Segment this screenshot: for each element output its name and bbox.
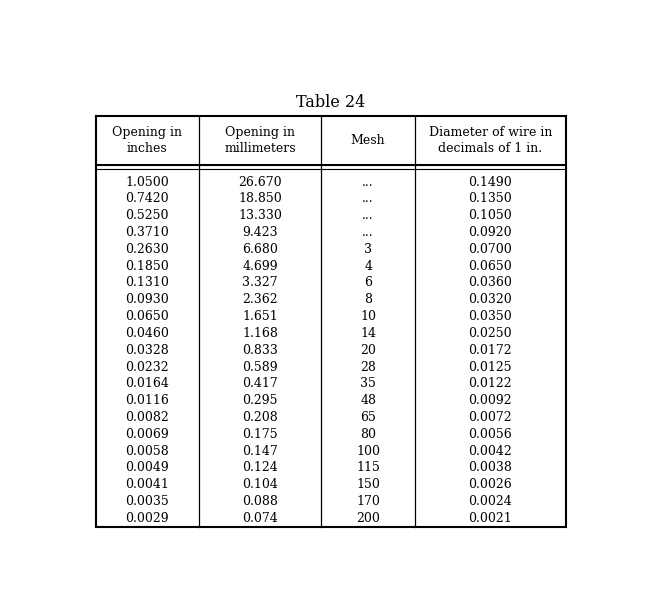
Text: 0.074: 0.074 [243, 512, 278, 525]
Text: 0.124: 0.124 [243, 462, 278, 474]
Text: 0.0056: 0.0056 [468, 428, 512, 441]
Text: 0.0024: 0.0024 [468, 495, 512, 508]
Text: Diameter of wire in
decimals of 1 in.: Diameter of wire in decimals of 1 in. [429, 126, 552, 155]
Text: 0.0072: 0.0072 [468, 411, 512, 424]
Text: Table 24: Table 24 [296, 94, 365, 111]
Text: 0.147: 0.147 [243, 445, 278, 457]
Text: 3: 3 [364, 243, 372, 256]
Text: 35: 35 [360, 378, 376, 390]
Text: 8: 8 [364, 293, 372, 306]
Text: 0.0360: 0.0360 [468, 276, 512, 289]
Text: Mesh: Mesh [351, 134, 386, 147]
Text: 0.0058: 0.0058 [125, 445, 169, 457]
Text: 0.0320: 0.0320 [468, 293, 512, 306]
Text: 14: 14 [360, 327, 376, 340]
Text: 80: 80 [360, 428, 376, 441]
Text: 0.088: 0.088 [242, 495, 278, 508]
Text: 0.0125: 0.0125 [468, 361, 512, 373]
Text: 0.2630: 0.2630 [125, 243, 169, 256]
Text: 4: 4 [364, 260, 372, 273]
Text: 0.0328: 0.0328 [125, 344, 169, 357]
Text: 0.175: 0.175 [243, 428, 278, 441]
Text: 10: 10 [360, 310, 376, 323]
Text: 0.833: 0.833 [242, 344, 278, 357]
Text: ...: ... [362, 175, 374, 189]
Text: 0.0082: 0.0082 [125, 411, 169, 424]
Text: Opening in
inches: Opening in inches [112, 126, 183, 155]
Text: Opening in
millimeters: Opening in millimeters [224, 126, 296, 155]
Text: 200: 200 [356, 512, 380, 525]
Text: 0.0092: 0.0092 [468, 394, 512, 407]
Text: 0.0930: 0.0930 [125, 293, 169, 306]
Text: 9.423: 9.423 [243, 226, 278, 239]
Text: 0.0460: 0.0460 [125, 327, 169, 340]
Text: ...: ... [362, 226, 374, 239]
Text: 0.0041: 0.0041 [125, 479, 169, 491]
Text: 0.0029: 0.0029 [126, 512, 169, 525]
Text: 0.1310: 0.1310 [125, 276, 169, 289]
Text: 0.0035: 0.0035 [125, 495, 169, 508]
Text: 0.1850: 0.1850 [125, 260, 169, 273]
Text: 0.1350: 0.1350 [468, 192, 512, 206]
Text: 3.327: 3.327 [243, 276, 278, 289]
Text: ...: ... [362, 192, 374, 206]
Text: 13.330: 13.330 [238, 209, 282, 222]
Text: 65: 65 [360, 411, 376, 424]
Text: 0.0116: 0.0116 [125, 394, 169, 407]
Text: 0.1050: 0.1050 [468, 209, 512, 222]
Text: 115: 115 [356, 462, 380, 474]
Text: 0.0650: 0.0650 [125, 310, 169, 323]
Text: 0.7420: 0.7420 [126, 192, 169, 206]
Text: 18.850: 18.850 [238, 192, 282, 206]
Text: 0.0172: 0.0172 [468, 344, 512, 357]
Text: 0.1490: 0.1490 [468, 175, 512, 189]
Text: 1.651: 1.651 [243, 310, 278, 323]
Text: 0.0232: 0.0232 [126, 361, 169, 373]
Text: 0.417: 0.417 [243, 378, 278, 390]
Text: 0.0700: 0.0700 [468, 243, 512, 256]
Text: 28: 28 [360, 361, 376, 373]
Text: 0.0920: 0.0920 [468, 226, 512, 239]
Text: 1.168: 1.168 [242, 327, 278, 340]
Text: 6: 6 [364, 276, 372, 289]
Text: 0.0164: 0.0164 [125, 378, 169, 390]
Text: 0.0042: 0.0042 [468, 445, 512, 457]
Text: 0.5250: 0.5250 [126, 209, 169, 222]
Text: 20: 20 [360, 344, 376, 357]
Text: 1.0500: 1.0500 [125, 175, 169, 189]
Text: 0.0350: 0.0350 [468, 310, 512, 323]
Text: 100: 100 [356, 445, 380, 457]
Text: ...: ... [362, 209, 374, 222]
Text: 4.699: 4.699 [243, 260, 278, 273]
Text: 0.0049: 0.0049 [125, 462, 169, 474]
Text: 0.589: 0.589 [243, 361, 278, 373]
Text: 6.680: 6.680 [242, 243, 278, 256]
Text: 0.0038: 0.0038 [468, 462, 512, 474]
Text: 0.0026: 0.0026 [468, 479, 512, 491]
Text: 48: 48 [360, 394, 376, 407]
Text: 170: 170 [356, 495, 380, 508]
Text: 0.295: 0.295 [243, 394, 278, 407]
Text: 0.0250: 0.0250 [468, 327, 512, 340]
Text: 2.362: 2.362 [243, 293, 278, 306]
Text: 26.670: 26.670 [238, 175, 282, 189]
Text: 0.208: 0.208 [243, 411, 278, 424]
Text: 0.0650: 0.0650 [468, 260, 512, 273]
Text: 0.0122: 0.0122 [468, 378, 512, 390]
Text: 0.3710: 0.3710 [125, 226, 169, 239]
Text: 0.0069: 0.0069 [125, 428, 169, 441]
Text: 150: 150 [356, 479, 380, 491]
Text: 0.104: 0.104 [242, 479, 278, 491]
Text: 0.0021: 0.0021 [468, 512, 512, 525]
